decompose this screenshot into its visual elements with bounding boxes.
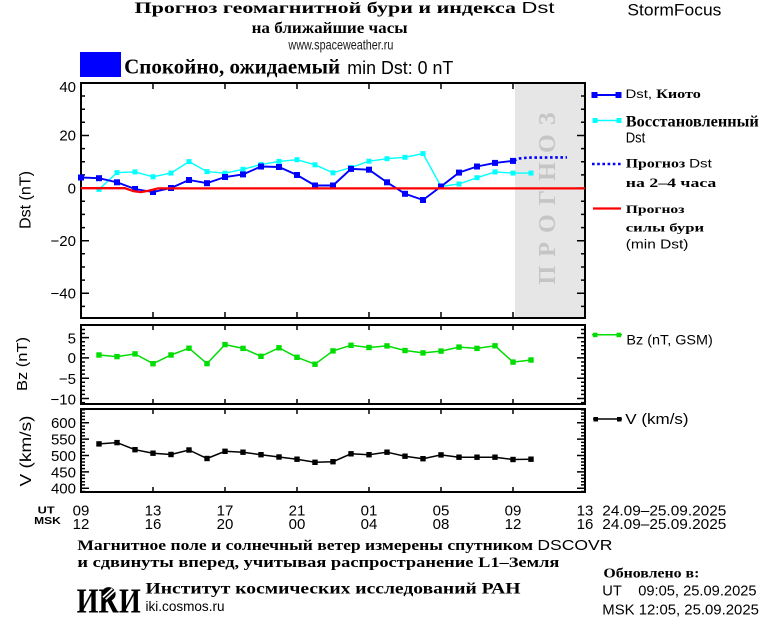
svg-text:UT 09:05, 25.09.2025: UT 09:05, 25.09.2025 (602, 583, 756, 600)
svg-text:16: 16 (577, 516, 594, 533)
svg-text:500: 500 (51, 448, 76, 465)
svg-text:16: 16 (145, 516, 162, 533)
svg-text:40: 40 (59, 79, 76, 96)
svg-text:Институт космических исследова: Институт космических исследований РАН (146, 581, 521, 598)
svg-text:12: 12 (505, 516, 522, 533)
svg-text:400: 400 (51, 481, 76, 498)
svg-text:17: 17 (217, 503, 234, 520)
svg-text:−10: −10 (51, 391, 76, 408)
svg-text:MSK 12:05, 25.09.2025: MSK 12:05, 25.09.2025 (602, 602, 759, 619)
svg-text:ПРОГНОЗ: ПРОГНОЗ (535, 112, 561, 284)
svg-text:09: 09 (505, 503, 522, 520)
svg-text:www.spaceweather.ru: www.spaceweather.ru (288, 37, 394, 53)
svg-text:Dst, Киото: Dst, Киото (626, 87, 701, 101)
svg-text:iki.cosmos.ru: iki.cosmos.ru (146, 598, 225, 614)
svg-text:550: 550 (51, 432, 76, 449)
svg-text:−20: −20 (51, 233, 76, 250)
svg-text:Магнитное поле и солнечный вет: Магнитное поле и солнечный ветер измерен… (77, 537, 612, 554)
svg-text:20: 20 (217, 516, 234, 533)
svg-text:StormFocus: StormFocus (627, 1, 721, 20)
svg-text:450: 450 (51, 464, 76, 481)
svg-text:Dst (nT): Dst (nT) (18, 171, 35, 229)
svg-text:12: 12 (73, 516, 90, 533)
svg-text:24.09–25.09.2025: 24.09–25.09.2025 (602, 516, 726, 533)
svg-text:0: 0 (68, 350, 76, 367)
svg-text:00: 00 (289, 516, 306, 533)
svg-text:600: 600 (51, 415, 76, 432)
svg-text:и сдвинуты вперед, учитывая ра: и сдвинуты вперед, учитывая распростране… (77, 555, 559, 571)
svg-text:09: 09 (73, 503, 90, 520)
svg-text:Восстановленный: Восстановленный (626, 114, 759, 131)
svg-text:V (km/s): V (km/s) (625, 411, 688, 428)
svg-text:Bz (nT): Bz (nT) (14, 337, 31, 391)
svg-text:Спокойно, ожидаемый: Спокойно, ожидаемый (124, 55, 340, 79)
svg-text:01: 01 (361, 503, 378, 520)
svg-text:Dst: Dst (626, 129, 646, 146)
svg-text:на 2–4 часа: на 2–4 часа (626, 176, 718, 190)
svg-text:Прогноз геомагнитной бури и ин: Прогноз геомагнитной бури и индекса Dst (135, 0, 556, 17)
svg-text:13: 13 (577, 503, 594, 520)
svg-text:5: 5 (68, 330, 76, 347)
svg-text:0: 0 (68, 181, 76, 198)
svg-text:на ближайшие часы: на ближайшие часы (252, 20, 409, 37)
svg-text:Прогноз: Прогноз (626, 202, 685, 216)
svg-text:04: 04 (361, 516, 378, 533)
svg-text:V (km/s): V (km/s) (18, 416, 35, 487)
svg-text:−5: −5 (59, 371, 76, 388)
svg-text:Bz (nT, GSM): Bz (nT, GSM) (626, 333, 712, 348)
svg-text:24.09–25.09.2025: 24.09–25.09.2025 (602, 503, 726, 520)
svg-text:(min Dst): (min Dst) (626, 236, 689, 251)
svg-text:UT: UT (38, 505, 56, 517)
svg-text:21: 21 (289, 503, 306, 520)
svg-text:−40: −40 (51, 286, 76, 303)
svg-text:Обновлено в:: Обновлено в: (603, 565, 699, 580)
svg-text:силы бури: силы бури (626, 221, 704, 235)
svg-text:Прогноз Dst: Прогноз Dst (626, 157, 713, 171)
svg-text:MSK: MSK (34, 515, 61, 527)
svg-text:05: 05 (433, 503, 450, 520)
svg-text:20: 20 (59, 128, 76, 145)
svg-text:08: 08 (433, 516, 450, 533)
svg-text:min Dst: 0 nT: min Dst: 0 nT (347, 58, 453, 78)
svg-text:13: 13 (145, 503, 162, 520)
